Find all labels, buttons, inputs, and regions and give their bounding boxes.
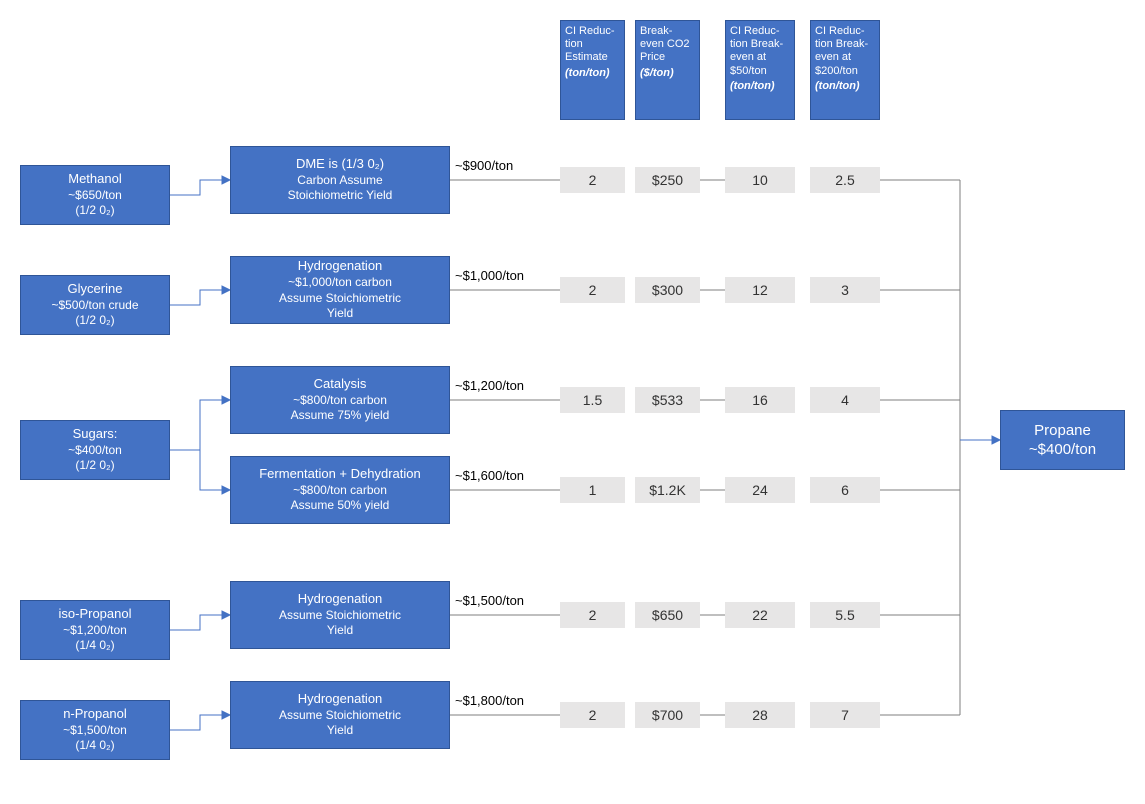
output-box: Propane~$400/ton [1000, 410, 1125, 470]
cell-be_price-3: $1.2K [635, 477, 700, 503]
process-box-2: Catalysis~$800/ton carbonAssume 75% yiel… [230, 366, 450, 434]
feedstock-name: Glycerine [68, 281, 123, 298]
feedstock-box-1: Glycerine~$500/ton crude(1/2 0₂) [20, 275, 170, 335]
cell-be_price-1: $300 [635, 277, 700, 303]
process-line: Assume 50% yield [291, 498, 390, 514]
process-line: ~$800/ton carbon [293, 483, 387, 499]
header-title: CI Reduc-tion Break-even at $50/ton [730, 25, 790, 78]
header-title: CI Reduc-tion Estimate [565, 25, 620, 65]
cell-ci50-1: 12 [725, 277, 795, 303]
process-line: Hydrogenation [298, 258, 383, 275]
feedstock-price: ~$1,500/ton [63, 723, 127, 739]
cell-be_price-4: $650 [635, 602, 700, 628]
process-line: Assume 75% yield [291, 408, 390, 424]
cell-ci_est-3: 1 [560, 477, 625, 503]
cost-label-1: ~$1,000/ton [455, 268, 524, 283]
cell-ci200-0: 2.5 [810, 167, 880, 193]
table-header-2: CI Reduc-tion Break-even at $50/ton (ton/… [725, 20, 795, 120]
cell-ci50-2: 16 [725, 387, 795, 413]
feedstock-o2: (1/2 0₂) [75, 203, 114, 219]
feedstock-box-4: n-Propanol~$1,500/ton(1/4 0₂) [20, 700, 170, 760]
feedstock-o2: (1/4 0₂) [75, 638, 114, 654]
process-line: Hydrogenation [298, 691, 383, 708]
table-header-3: CI Reduc-tion Break-even at $200/ton (ton… [810, 20, 880, 120]
feedstock-price: ~$500/ton crude [51, 298, 138, 314]
process-box-1: Hydrogenation~$1,000/ton carbonAssume St… [230, 256, 450, 324]
cost-label-3: ~$1,600/ton [455, 468, 524, 483]
feedstock-name: iso-Propanol [59, 606, 132, 623]
cost-label-0: ~$900/ton [455, 158, 513, 173]
cell-ci50-5: 28 [725, 702, 795, 728]
header-title: Break-even CO2 Price [640, 25, 695, 65]
feedstock-price: ~$650/ton [68, 188, 122, 204]
header-title: CI Reduc-tion Break-even at $200/ton [815, 25, 875, 78]
process-line: ~$800/ton carbon [293, 393, 387, 409]
feedstock-o2: (1/2 0₂) [75, 313, 114, 329]
process-line: DME is (1/3 0₂) [296, 156, 384, 173]
process-line: Yield [327, 306, 353, 322]
header-unit: (ton/ton) [730, 80, 790, 93]
process-box-4: HydrogenationAssume StoichiometricYield [230, 581, 450, 649]
cell-be_price-2: $533 [635, 387, 700, 413]
cell-ci200-4: 5.5 [810, 602, 880, 628]
output-price: ~$400/ton [1029, 440, 1096, 460]
cell-ci50-0: 10 [725, 167, 795, 193]
cell-be_price-5: $700 [635, 702, 700, 728]
feedstock-name: n-Propanol [63, 706, 127, 723]
process-line: Fermentation + Dehydration [259, 466, 421, 483]
process-line: Assume Stoichiometric [279, 291, 401, 307]
cell-ci_est-1: 2 [560, 277, 625, 303]
process-line: Assume Stoichiometric [279, 708, 401, 724]
feedstock-name: Sugars: [73, 426, 118, 443]
feedstock-o2: (1/2 0₂) [75, 458, 114, 474]
feedstock-box-3: iso-Propanol~$1,200/ton(1/4 0₂) [20, 600, 170, 660]
feedstock-price: ~$1,200/ton [63, 623, 127, 639]
cost-label-2: ~$1,200/ton [455, 378, 524, 393]
output-name: Propane [1034, 421, 1091, 441]
process-line: ~$1,000/ton carbon [288, 275, 392, 291]
cell-ci50-3: 24 [725, 477, 795, 503]
feedstock-name: Methanol [68, 171, 121, 188]
feedstock-price: ~$400/ton [68, 443, 122, 459]
process-line: Assume Stoichiometric [279, 608, 401, 624]
process-line: Stoichiometric Yield [288, 188, 393, 204]
cell-ci200-5: 7 [810, 702, 880, 728]
process-line: Catalysis [314, 376, 367, 393]
feedstock-box-2: Sugars:~$400/ton(1/2 0₂) [20, 420, 170, 480]
process-box-5: HydrogenationAssume StoichiometricYield [230, 681, 450, 749]
process-line: Yield [327, 623, 353, 639]
feedstock-box-0: Methanol~$650/ton(1/2 0₂) [20, 165, 170, 225]
cell-ci200-3: 6 [810, 477, 880, 503]
cost-label-5: ~$1,800/ton [455, 693, 524, 708]
process-box-0: DME is (1/3 0₂)Carbon AssumeStoichiometr… [230, 146, 450, 214]
header-unit: (ton/ton) [565, 67, 620, 80]
process-box-3: Fermentation + Dehydration~$800/ton carb… [230, 456, 450, 524]
process-line: Hydrogenation [298, 591, 383, 608]
table-header-0: CI Reduc-tion Estimate (ton/ton) [560, 20, 625, 120]
cell-ci_est-2: 1.5 [560, 387, 625, 413]
cell-ci50-4: 22 [725, 602, 795, 628]
cost-label-4: ~$1,500/ton [455, 593, 524, 608]
cell-ci200-2: 4 [810, 387, 880, 413]
header-unit: ($/ton) [640, 67, 695, 80]
cell-ci_est-4: 2 [560, 602, 625, 628]
cell-be_price-0: $250 [635, 167, 700, 193]
cell-ci_est-5: 2 [560, 702, 625, 728]
process-line: Carbon Assume [297, 173, 382, 189]
header-unit: (ton/ton) [815, 80, 875, 93]
cell-ci200-1: 3 [810, 277, 880, 303]
process-line: Yield [327, 723, 353, 739]
feedstock-o2: (1/4 0₂) [75, 738, 114, 754]
cell-ci_est-0: 2 [560, 167, 625, 193]
table-header-1: Break-even CO2 Price ($/ton) [635, 20, 700, 120]
